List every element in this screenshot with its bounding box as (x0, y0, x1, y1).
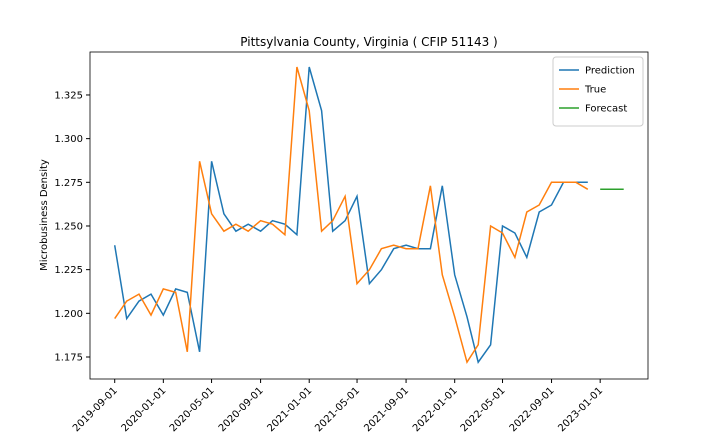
legend-label: Prediction (585, 66, 635, 77)
x-tick-label: 2021-05-01 (313, 385, 362, 432)
y-axis-label: Microbusiness Density (39, 159, 50, 271)
x-tick-label: 2022-05-01 (459, 385, 508, 432)
y-tick-label: 1.300 (54, 134, 83, 145)
y-tick-label: 1.200 (54, 309, 83, 320)
x-tick-label: 2020-09-01 (217, 385, 266, 432)
x-tick-label: 2020-05-01 (168, 385, 217, 432)
x-tick-label: 2023-01-01 (556, 385, 605, 432)
y-tick-label: 1.325 (54, 90, 83, 101)
y-tick-label: 1.175 (54, 352, 83, 363)
x-tick-label: 2020-01-01 (120, 385, 169, 432)
x-tick-label: 2022-01-01 (411, 385, 460, 432)
legend-label: True (584, 85, 606, 96)
y-tick-label: 1.275 (54, 178, 83, 189)
y-tick-label: 1.225 (54, 265, 83, 276)
series-line (114, 66, 589, 365)
series-line (113, 66, 588, 364)
y-tick-label: 1.250 (54, 221, 83, 232)
legend-label: Forecast (585, 104, 627, 115)
chart-title: Pittsylvania County, Virginia ( CFIP 511… (240, 35, 497, 49)
plot-frame (89, 51, 649, 380)
x-tick-label: 2019-09-01 (71, 385, 120, 432)
x-tick-label: 2022-09-01 (508, 385, 557, 432)
x-tick-label: 2021-09-01 (362, 385, 411, 432)
x-tick-label: 2021-01-01 (265, 385, 314, 432)
